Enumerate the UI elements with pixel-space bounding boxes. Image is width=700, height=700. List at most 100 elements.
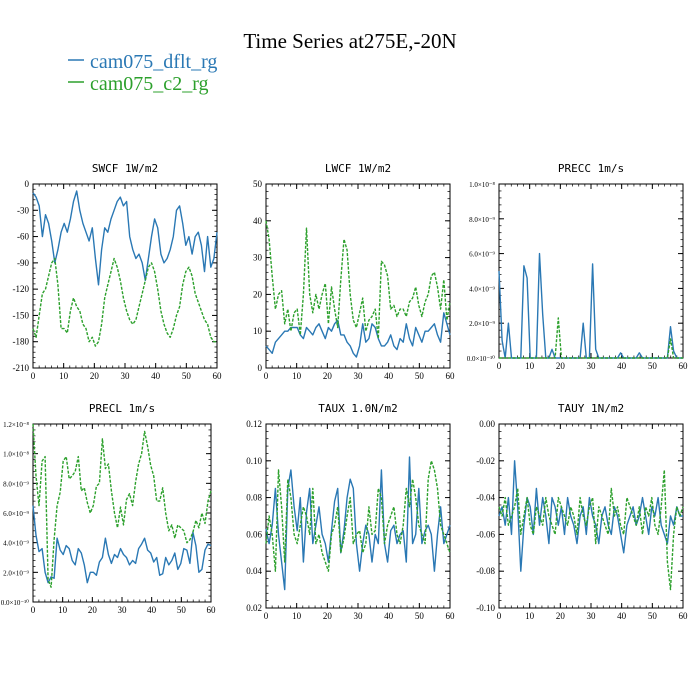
x-tick-label-precl: 20	[88, 605, 98, 615]
y-tick-label-precl: 4.0×10⁻⁹	[3, 540, 29, 548]
panel-title-swcf: SWCF 1W/m2	[92, 162, 158, 175]
x-tick-label-tauy: 10	[525, 611, 535, 621]
x-tick-label-precl: 50	[177, 605, 187, 615]
y-tick-label-precc: 4.0×10⁻⁹	[469, 285, 495, 293]
plot-frame-precc	[498, 183, 684, 359]
x-tick-label-swcf: 20	[90, 371, 100, 381]
panel-taux: TAUX 1.0N/m2 0 10 20 30 40 50 60 0.02 0.04 0.06 0.0…	[246, 402, 455, 621]
x-tick-label-swcf: 40	[151, 371, 161, 381]
x-tick-label-precc: 50	[648, 361, 658, 371]
x-tick-label-lwcf: 20	[323, 371, 333, 381]
y-tick-label-lwcf: 20	[253, 289, 263, 299]
x-tick-label-taux: 40	[384, 611, 394, 621]
y-tick-label-precc: 2.0×10⁻⁹	[469, 320, 495, 328]
series-line-lwcf-dflt	[265, 312, 451, 358]
x-tick-label-lwcf: 50	[415, 371, 425, 381]
x-tick-label-precc: 0	[497, 361, 502, 371]
x-tick-label-tauy: 0	[497, 611, 502, 621]
y-tick-label-taux: 0.02	[246, 603, 262, 613]
y-tick-label-taux: 0.04	[246, 566, 262, 576]
y-tick-label-precl: 6.0×10⁻⁹	[3, 510, 29, 518]
panel-grid: SWCF 1W/m2 0 10 20 30 40 50 60 0 -30 -60 -90 -120 -15…	[1, 162, 688, 621]
series-line-taux-c2	[265, 460, 451, 572]
series-line-precc-c2	[499, 317, 683, 359]
y-tick-label-lwcf: 10	[253, 326, 263, 336]
x-tick-label-taux: 0	[264, 611, 269, 621]
panel-title-taux: TAUX 1.0N/m2	[318, 402, 397, 415]
y-tick-label-tauy: 0.00	[479, 419, 495, 429]
y-tick-label-swcf: -150	[13, 310, 30, 320]
panel-swcf: SWCF 1W/m2 0 10 20 30 40 50 60 0 -30 -60 -90 -120 -15…	[13, 162, 223, 381]
x-tick-label-taux: 50	[415, 611, 425, 621]
legend-label-c2: cam075_c2_rg	[90, 73, 209, 95]
y-tick-label-lwcf: 30	[253, 253, 263, 263]
y-tick-label-precc: 1.0×10⁻⁸	[469, 181, 495, 189]
panel-title-tauy: TAUY 1N/m2	[558, 402, 624, 415]
x-tick-label-taux: 30	[354, 611, 364, 621]
series-line-precl-dflt	[32, 505, 212, 584]
y-tick-label-precl: 8.0×10⁻⁹	[3, 480, 29, 488]
series-line-swcf-c2	[32, 257, 217, 347]
plot-frame-taux	[265, 423, 451, 609]
panel-tauy: TAUY 1N/m2 0 10 20 30 40 50 60 -0.10 -0.08 -0.06 -0…	[476, 402, 688, 621]
x-tick-label-precc: 30	[587, 361, 597, 371]
y-tick-label-tauy: -0.06	[476, 529, 495, 539]
x-tick-label-precc: 60	[679, 361, 689, 371]
x-tick-label-precl: 30	[118, 605, 128, 615]
y-tick-label-tauy: -0.10	[476, 603, 495, 613]
x-tick-label-precl: 0	[31, 605, 36, 615]
y-tick-label-precl: 1.0×10⁻⁸	[3, 451, 29, 459]
y-tick-label-tauy: -0.04	[476, 493, 495, 503]
x-tick-label-lwcf: 40	[384, 371, 394, 381]
x-tick-label-taux: 10	[292, 611, 302, 621]
y-tick-label-swcf: -90	[17, 258, 29, 268]
panel-precl: PRECL 1m/s 0 10 20 30 40 50 60 0.0×10⁻¹⁰ 2.0×10⁻⁹…	[1, 402, 216, 615]
series-line-taux-dflt	[265, 456, 451, 591]
x-tick-label-precl: 40	[147, 605, 157, 615]
x-tick-label-precl: 60	[207, 605, 217, 615]
panel-precc: PRECC 1m/s 0 10 20 30 40 50 60 0.0×10⁻¹⁰ 2.0×10⁻⁹…	[467, 162, 688, 371]
x-tick-label-lwcf: 10	[292, 371, 302, 381]
x-tick-label-swcf: 60	[213, 371, 223, 381]
x-tick-label-precl: 10	[58, 605, 68, 615]
series-line-swcf-dflt	[32, 190, 218, 286]
x-tick-label-tauy: 30	[587, 611, 597, 621]
x-tick-label-swcf: 50	[182, 371, 192, 381]
legend-label-dflt: cam075_dflt_rg	[90, 51, 217, 73]
y-tick-label-swcf: -30	[17, 205, 29, 215]
y-tick-label-taux: 0.08	[246, 493, 262, 503]
x-tick-label-taux: 60	[446, 611, 456, 621]
y-tick-label-swcf: -60	[17, 232, 29, 242]
x-tick-label-tauy: 40	[617, 611, 627, 621]
x-tick-label-tauy: 20	[556, 611, 566, 621]
panel-lwcf: LWCF 1W/m2 0 10 20 30 40 50 60 0 10 20 30 40 50	[253, 162, 455, 381]
y-tick-label-precl: 1.2×10⁻⁸	[3, 421, 29, 429]
y-tick-label-taux: 0.12	[246, 419, 262, 429]
y-tick-label-taux: 0.06	[246, 529, 262, 539]
y-tick-label-swcf: 0	[25, 179, 30, 189]
x-tick-label-swcf: 0	[31, 371, 36, 381]
y-tick-label-lwcf: 40	[253, 216, 263, 226]
y-tick-label-swcf: -210	[13, 363, 30, 373]
plot-frame-swcf	[32, 183, 218, 369]
plot-frame-precl	[32, 423, 212, 603]
y-tick-label-tauy: -0.08	[476, 566, 495, 576]
y-tick-label-precc: 8.0×10⁻⁹	[469, 216, 495, 224]
x-tick-label-precc: 10	[525, 361, 535, 371]
panel-title-precc: PRECC 1m/s	[558, 162, 624, 175]
figure-title: Time Series at275E,-20N	[243, 29, 456, 53]
series-line-precc-dflt	[498, 252, 683, 359]
y-tick-label-precl: 2.0×10⁻⁹	[3, 569, 29, 577]
legend: cam075_dflt_rg cam075_c2_rg	[68, 51, 217, 95]
series-line-precl-c2	[32, 423, 212, 588]
y-tick-label-lwcf: 0	[258, 363, 263, 373]
x-tick-label-taux: 20	[323, 611, 333, 621]
y-tick-label-swcf: -120	[13, 284, 30, 294]
y-tick-label-tauy: -0.02	[476, 456, 495, 466]
series-line-lwcf-c2	[265, 220, 451, 340]
x-tick-label-precc: 20	[556, 361, 566, 371]
y-tick-label-lwcf: 50	[253, 179, 263, 189]
x-tick-label-tauy: 60	[679, 611, 689, 621]
y-tick-label-precc: 0.0×10⁻¹⁰	[467, 355, 495, 363]
